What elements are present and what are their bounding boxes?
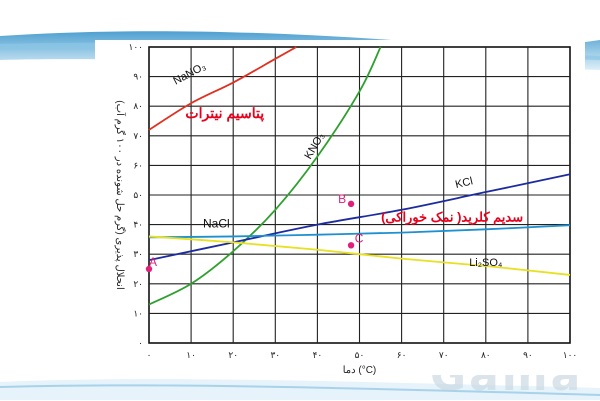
x-tick-label: ۱۰۰ bbox=[563, 350, 578, 360]
chart-labels: ۰ ۱۰ ۲۰ ۳۰ ۴۰ ۵۰ ۶۰ ۷۰ ۸۰ ۹۰ ۱۰۰ ۰ ۱۰ ۲۰ ۳۰ ۴۰ ۵۰ ۶۰ ۷۰ ۸۰ ۹… bbox=[114, 42, 577, 375]
x-tick-label: ۴۰ bbox=[313, 350, 323, 360]
series-line-kcl bbox=[148, 173, 571, 262]
y-tick-label: ۶۰ bbox=[133, 160, 143, 170]
y-tick-label: ۹۰ bbox=[133, 72, 143, 82]
y-tick-label: ۷۰ bbox=[133, 131, 143, 141]
point-marker-b bbox=[347, 200, 355, 208]
annotation-text-2: سدیم کلرید( نمک خوراکی) bbox=[381, 210, 523, 226]
x-axis-title: دما (°C) bbox=[343, 365, 377, 375]
point-marker-c bbox=[347, 242, 355, 249]
y-tick-label: ۳۰ bbox=[133, 249, 143, 259]
x-tick-label: ۶۰ bbox=[397, 350, 407, 360]
series-line-nano3 bbox=[148, 46, 297, 131]
y-tick-label: ۴۰ bbox=[133, 220, 143, 230]
y-axis-title: انحلال پذیری (گرم حل شونده در ۱۰۰ گرم آب… bbox=[114, 100, 127, 289]
x-tick-label: ۰ bbox=[147, 350, 152, 360]
bottom-banner bbox=[0, 379, 600, 400]
point-label-b: B bbox=[338, 192, 346, 206]
point-label-a: A bbox=[149, 255, 157, 269]
series-label-kcl: KCl bbox=[454, 175, 474, 191]
x-tick-label: ۲۰ bbox=[228, 350, 238, 360]
series-line-kno3 bbox=[148, 46, 382, 306]
x-tick-label: ۳۰ bbox=[270, 350, 280, 360]
series-label-li2so4: Li₂SO₄ bbox=[469, 257, 503, 269]
chart-grid bbox=[148, 46, 571, 344]
series-label-nacl: NaCl bbox=[203, 217, 230, 231]
x-tick-label: ۵۰ bbox=[355, 350, 365, 360]
y-tick-label: ۱۰۰ bbox=[128, 42, 143, 52]
y-tick-label: ۸۰ bbox=[133, 101, 143, 111]
chart-points: A B C bbox=[145, 192, 364, 273]
series-line-li2so4 bbox=[148, 235, 571, 276]
point-marker-a bbox=[145, 265, 153, 273]
y-tick-label: ۲۰ bbox=[133, 279, 143, 289]
y-tick-label: ۱۰ bbox=[133, 308, 143, 318]
series-line-nacl bbox=[148, 224, 571, 239]
x-tick-label: ۱۰ bbox=[186, 350, 196, 360]
point-label-c: C bbox=[355, 231, 364, 245]
y-tick-label: ۰ bbox=[138, 338, 143, 348]
x-tick-label: ۹۰ bbox=[523, 350, 533, 360]
y-tick-label: ۵۰ bbox=[133, 190, 143, 200]
annotation-text-1: پتاسیم نیترات bbox=[185, 105, 264, 122]
x-tick-label: ۸۰ bbox=[481, 350, 491, 360]
chart-annotations: پتاسیم نیترات سدیم کلرید( نمک خوراکی) bbox=[185, 105, 523, 226]
x-tick-label: ۷۰ bbox=[439, 350, 449, 360]
